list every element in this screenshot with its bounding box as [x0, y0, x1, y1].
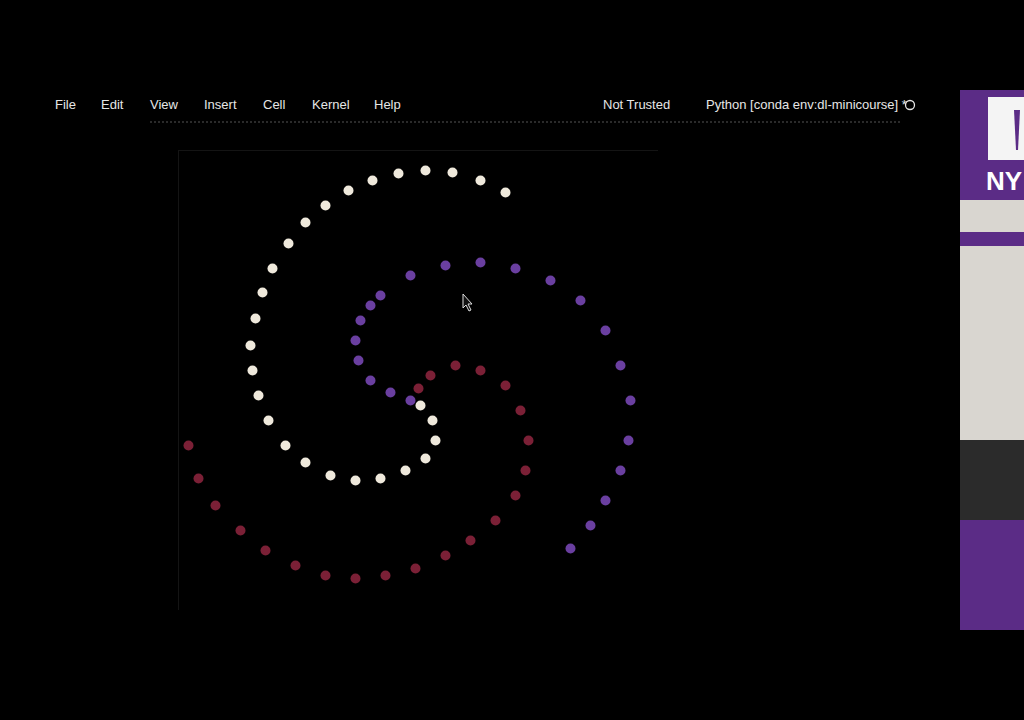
html-text:Python [conda env:dl-minicours: Python [conda env:dl-minicourse] * — [706, 97, 907, 112]
html-text:File: File — [55, 97, 76, 112]
html-text:Help: Help — [374, 97, 401, 112]
html-text:Cell: Cell — [263, 97, 286, 112]
html-text:Insert: Insert — [204, 97, 237, 112]
html-text:Edit: Edit — [101, 97, 124, 112]
svg-text:NY: NY — [986, 166, 1022, 196]
html-text:Not Trusted: Not Trusted — [603, 97, 671, 112]
html-text:View: View — [150, 97, 178, 112]
html-text:Kernel: Kernel — [312, 97, 350, 112]
